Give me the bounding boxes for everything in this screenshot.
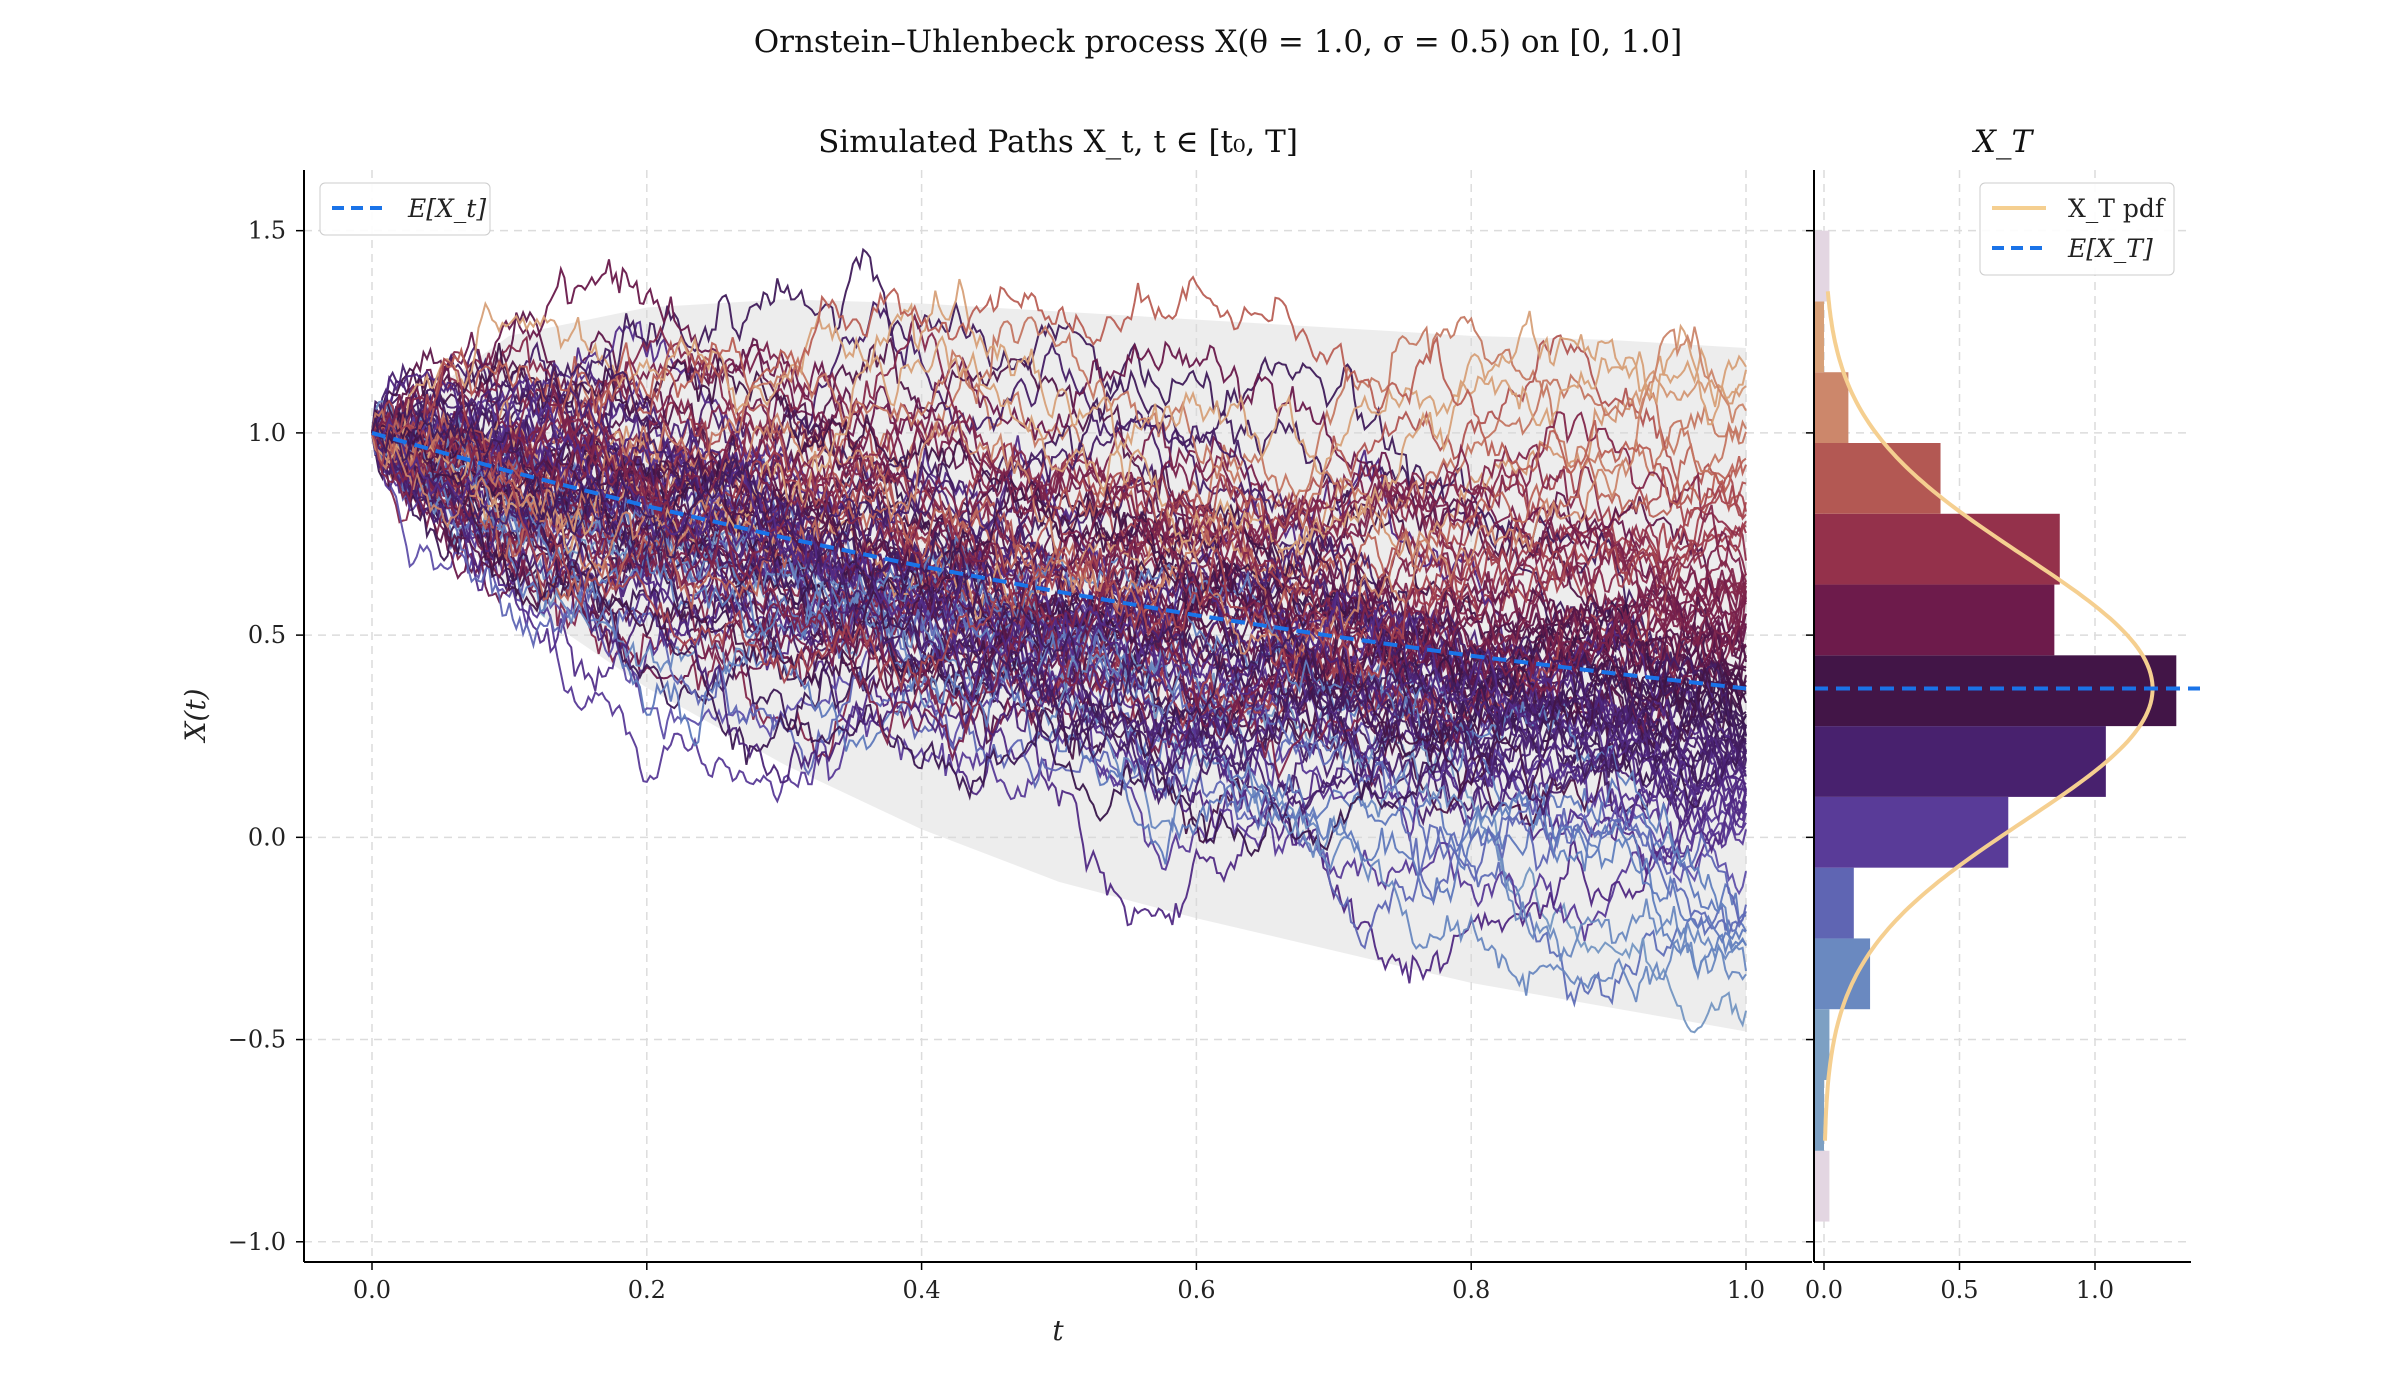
figure-title: Ornstein–Uhlenbeck process X(θ = 1.0, σ … bbox=[754, 24, 1683, 60]
terminal-x-tick-label: 0.5 bbox=[1940, 1276, 1978, 1304]
histogram-bar bbox=[1814, 938, 1871, 1010]
histogram-bar bbox=[1814, 584, 2055, 656]
main-legend: E[X_t] bbox=[319, 182, 491, 236]
histogram-bar bbox=[1814, 443, 1941, 514]
simulated-path bbox=[371, 383, 1747, 698]
simulated-path bbox=[371, 387, 1747, 747]
terminal-axes: 0.0 0.5 1.0 bbox=[1805, 170, 2191, 1304]
simulated-path bbox=[371, 419, 1747, 763]
x-tick-label: 1.0 bbox=[1727, 1276, 1765, 1304]
histogram-bar bbox=[1814, 301, 1824, 373]
simulated-path bbox=[371, 347, 1747, 776]
simulated-path bbox=[371, 426, 1747, 690]
terminal-pdf-curve bbox=[1823, 291, 2155, 1141]
y-tick-label: −0.5 bbox=[228, 1026, 286, 1054]
x-tick-label: 0.2 bbox=[628, 1276, 666, 1304]
x-tick-label: 0.6 bbox=[1177, 1276, 1215, 1304]
simulated-path bbox=[371, 326, 1747, 664]
simulated-path bbox=[371, 432, 1747, 784]
simulated-path bbox=[371, 424, 1747, 800]
simulated-path bbox=[371, 275, 1747, 507]
simulated-paths bbox=[371, 247, 1747, 1034]
terminal-legend: X_T pdf E[X_T] bbox=[1979, 182, 2175, 276]
simulated-path bbox=[371, 428, 1747, 945]
histogram-bar bbox=[1814, 867, 1854, 939]
terminal-x-tick-label: 0.0 bbox=[1805, 1276, 1843, 1304]
terminal-plot: X_T 0.0 0.5 1.0 X_T pdf E[X_T] bbox=[1805, 124, 2200, 1304]
terminal-plot-title: X_T bbox=[1972, 124, 2035, 160]
simulated-path bbox=[371, 407, 1747, 781]
histogram-bar bbox=[1814, 1080, 1824, 1151]
simulated-path bbox=[371, 357, 1747, 692]
simulated-path bbox=[371, 300, 1747, 795]
terminal-legend-pdf-label: X_T pdf bbox=[2068, 194, 2166, 223]
main-legend-label: E[X_t] bbox=[407, 194, 486, 223]
simulated-path bbox=[371, 426, 1747, 687]
simulated-path bbox=[371, 397, 1747, 762]
terminal-histogram bbox=[1814, 230, 2177, 1222]
main-plot-title: Simulated Paths X_t, t ∈ [t₀, T] bbox=[818, 124, 1298, 160]
simulated-path bbox=[371, 398, 1747, 821]
simulated-path bbox=[371, 431, 1747, 762]
histogram-bar bbox=[1814, 726, 2106, 797]
y-tick-label: 0.5 bbox=[248, 621, 286, 649]
y-tick-label: −1.0 bbox=[228, 1228, 286, 1256]
histogram-bar bbox=[1814, 230, 1830, 302]
x-axis-label: t bbox=[1052, 1314, 1064, 1347]
histogram-bar bbox=[1814, 513, 2060, 585]
terminal-legend-mean-label: E[X_T] bbox=[2067, 234, 2153, 263]
main-axes: −1.0 −0.5 0.0 0.5 1.0 1.5 0.0 0.2 0.4 0.6 0.8 1.0 bbox=[228, 170, 1812, 1304]
histogram-bar bbox=[1814, 796, 2009, 868]
pdf-series bbox=[1823, 291, 2155, 1141]
y-axis-label: X(t) bbox=[179, 688, 212, 743]
simulated-path bbox=[371, 425, 1747, 730]
histogram-bar bbox=[1814, 372, 1849, 443]
main-legend-box bbox=[319, 182, 491, 236]
x-tick-label: 0.4 bbox=[903, 1276, 941, 1304]
simulated-path bbox=[371, 278, 1747, 556]
histogram-bar bbox=[1814, 1150, 1830, 1222]
y-tick-label: 0.0 bbox=[248, 823, 286, 851]
simulated-path bbox=[371, 419, 1747, 621]
main-plot: Simulated Paths X_t, t ∈ [t₀, T] −1.0 −0.… bbox=[179, 124, 1812, 1347]
y-tick-label: 1.0 bbox=[248, 419, 286, 447]
terminal-x-tick-label: 1.0 bbox=[2076, 1276, 2114, 1304]
histogram-bar bbox=[1814, 655, 2177, 727]
simulated-path bbox=[371, 414, 1747, 741]
y-tick-label: 1.5 bbox=[248, 217, 286, 245]
x-tick-label: 0.8 bbox=[1452, 1276, 1490, 1304]
expected-value-line bbox=[371, 430, 1747, 691]
expected-value-series bbox=[371, 430, 1747, 691]
simulated-path bbox=[371, 378, 1747, 831]
simulated-path bbox=[371, 432, 1747, 942]
histogram-bar bbox=[1814, 1009, 1830, 1080]
x-tick-label: 0.0 bbox=[353, 1276, 391, 1304]
